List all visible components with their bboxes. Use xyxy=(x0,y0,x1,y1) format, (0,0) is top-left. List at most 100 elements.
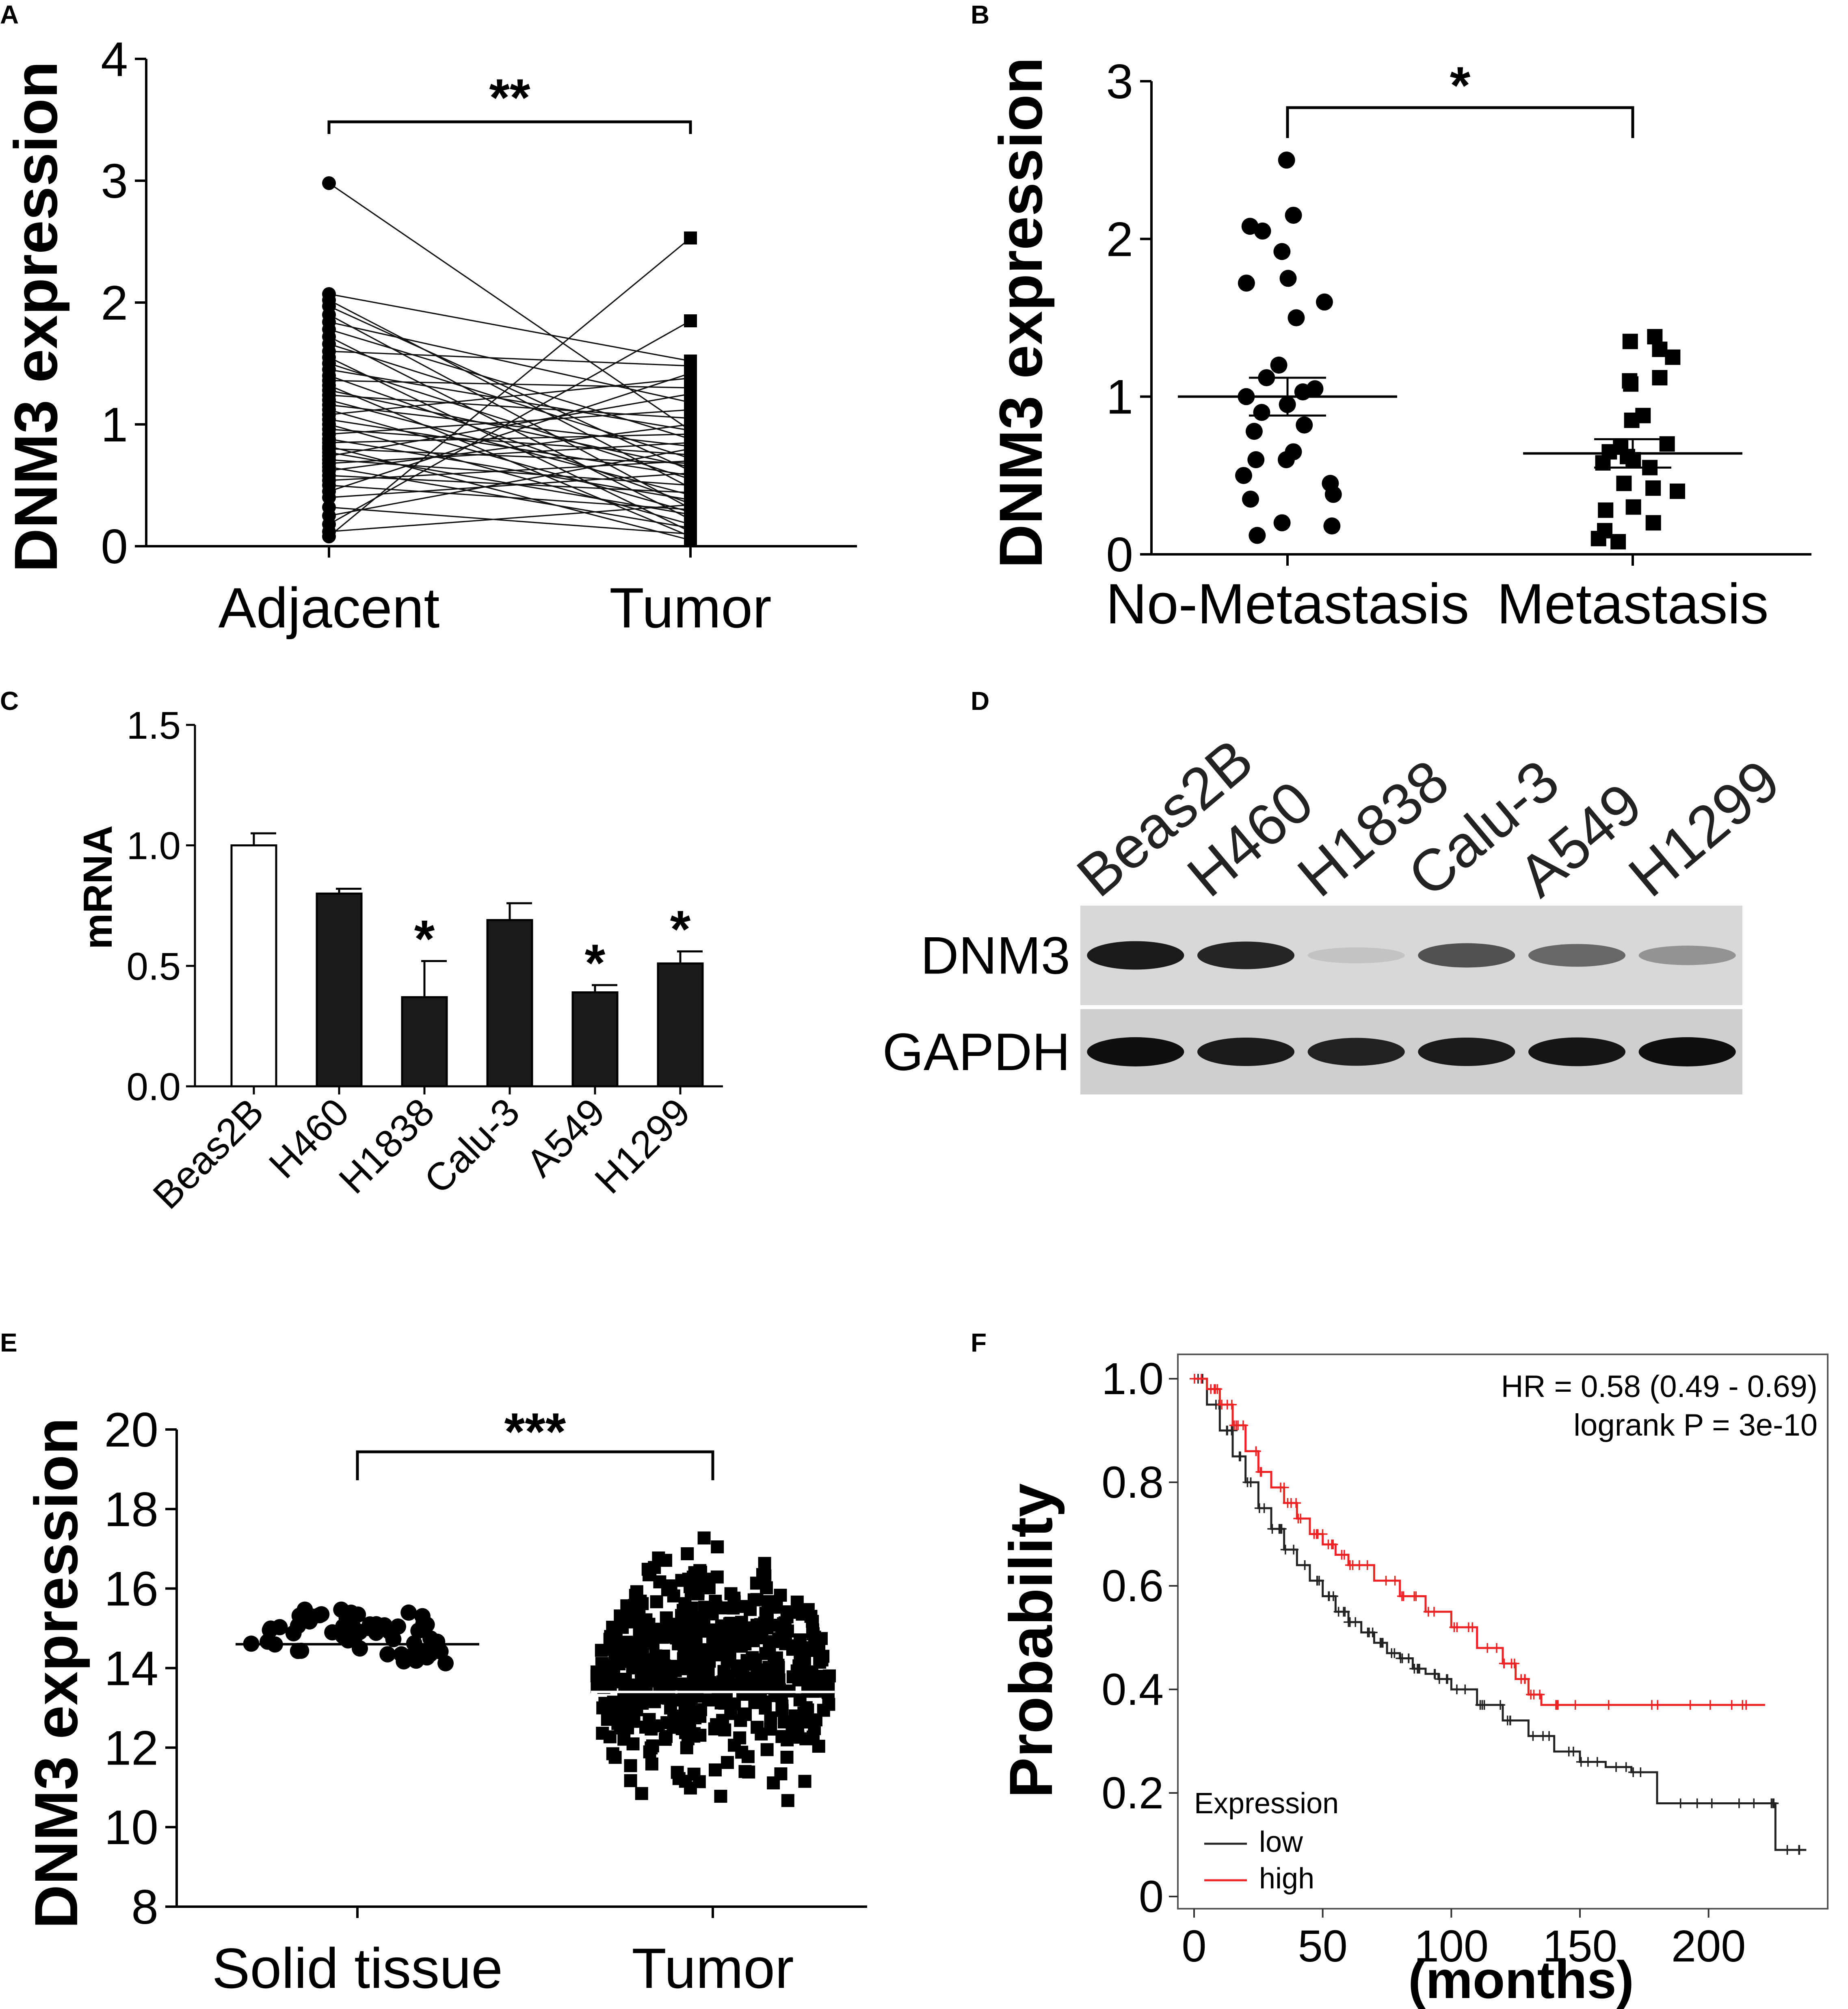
panel-b-point-no-metastasis xyxy=(1249,527,1266,544)
panel-e-point-solid-tissue xyxy=(313,1606,330,1622)
panel-f-censor-low xyxy=(1692,1798,1702,1808)
panel-b-point-metastasis xyxy=(1616,476,1632,491)
panel-f-censor-low xyxy=(1368,1627,1378,1637)
panel-e-point-tumor xyxy=(812,1739,825,1753)
panel-d-label: D xyxy=(971,686,989,716)
panel-e-category-label: Tumor xyxy=(632,1936,794,2000)
panel-d-band-dnm3 xyxy=(1418,943,1515,968)
panel-e-point-tumor xyxy=(736,1678,750,1692)
panel-a-pair-line xyxy=(329,445,691,541)
panel-f-censor-high xyxy=(1222,1399,1232,1410)
panel-e-point-tumor xyxy=(822,1698,835,1711)
panel-c-ytick-label: 1.0 xyxy=(127,824,181,868)
panel-f-xtick-label: 150 xyxy=(1543,1921,1617,1971)
panel-e-point-solid-tissue xyxy=(290,1643,306,1659)
panel-f-censor-high xyxy=(1738,1700,1748,1710)
panel-b-point-no-metastasis xyxy=(1296,416,1313,434)
panel-a-pair-line xyxy=(329,377,691,415)
panel-e-point-tumor xyxy=(715,1719,728,1733)
panel-e-point-solid-tissue xyxy=(400,1604,417,1621)
panel-a-tumor-point xyxy=(684,498,697,511)
panel-e-point-tumor xyxy=(687,1767,701,1781)
panel-e-point-tumor xyxy=(590,1665,604,1679)
panel-a-tumor-point xyxy=(684,467,697,480)
panel-a-pair-line xyxy=(329,389,691,468)
panel-f-censor-high xyxy=(1318,1529,1328,1539)
panel-f-censor-high xyxy=(1397,1591,1407,1601)
panel-f-censor-low xyxy=(1324,1591,1334,1601)
panel-d-band-gapdh xyxy=(1197,1038,1295,1066)
panel-e-point-tumor xyxy=(781,1624,794,1638)
panel-b-point-no-metastasis xyxy=(1242,491,1259,508)
panel-e-point-solid-tissue xyxy=(400,1648,417,1665)
panel-e-ytick-label: 18 xyxy=(104,1482,158,1537)
panel-a-pair-line xyxy=(329,320,691,525)
panel-f-censor-low xyxy=(1409,1664,1420,1674)
panel-b-point-metastasis xyxy=(1670,483,1686,499)
panel-d: D Beas2B H460 H1838 Calu-3 A549 H1299 DNM3 GAPD… xyxy=(883,686,1848,1295)
panel-f-ytick-label: 0.4 xyxy=(1101,1665,1164,1715)
panel-f-ytick-label: 0.2 xyxy=(1101,1768,1164,1818)
panel-a-tumor-point xyxy=(684,231,697,244)
panel-e-ytick-label: 16 xyxy=(104,1562,158,1616)
panel-a-ytick-label: 2 xyxy=(101,276,128,330)
panel-b-category-label: Metastasis xyxy=(1497,572,1768,636)
panel-e-point-tumor xyxy=(646,1739,659,1753)
panel-e-point-solid-tissue xyxy=(415,1615,432,1632)
panel-e-point-tumor xyxy=(619,1673,632,1686)
panel-b-point-no-metastasis xyxy=(1278,151,1295,169)
panel-f-censor-low xyxy=(1246,1477,1256,1487)
panel-e-point-solid-tissue xyxy=(262,1622,278,1638)
panel-a-pair-line xyxy=(329,460,691,481)
panel-e-point-tumor xyxy=(779,1637,792,1650)
panel-f-censor-low xyxy=(1234,1451,1244,1462)
panel-a-pair-line xyxy=(329,393,691,457)
panel-e-significance: *** xyxy=(504,1402,566,1461)
panel-f-censor-low xyxy=(1460,1685,1470,1694)
panel-f-label: F xyxy=(971,1328,987,1357)
panel-e-point-tumor xyxy=(773,1683,786,1696)
panel-b: B DNM3 expression 0 1 2 3 No-Metastasis Metas… xyxy=(924,0,1848,638)
panel-e-ytick-label: 20 xyxy=(104,1403,158,1457)
panel-e-point-tumor xyxy=(624,1759,637,1772)
panel-f-censor-high xyxy=(1449,1622,1459,1632)
panel-a-pair-line xyxy=(329,459,691,486)
panel-f-censor-high xyxy=(1570,1700,1580,1710)
panel-e-point-tumor xyxy=(651,1665,664,1678)
panel-f-censor-low xyxy=(1475,1700,1485,1710)
panel-c-category-label: Beas2B xyxy=(145,1090,272,1217)
panel-f-censor-low xyxy=(1442,1674,1452,1684)
panel-f-curve-low xyxy=(1194,1378,1807,1851)
panel-e-point-tumor xyxy=(748,1676,761,1689)
panel-c-chart: C mRNA 0.00.51.01.5Beas2BH460*H1838Calu-… xyxy=(0,686,723,1218)
panel-b-ytick-label: 0 xyxy=(1106,528,1133,582)
panel-f-censor-low xyxy=(1576,1757,1586,1767)
panel-e-point-tumor xyxy=(628,1599,641,1612)
panel-f-ytick-label: 0 xyxy=(1139,1872,1164,1922)
panel-e-point-tumor xyxy=(659,1554,673,1567)
panel-b-point-metastasis xyxy=(1645,480,1661,496)
panel-f-censor-low xyxy=(1749,1798,1759,1808)
panel-c-label: C xyxy=(0,686,19,716)
panel-e-point-tumor xyxy=(783,1606,796,1619)
panel-f-censor-low xyxy=(1782,1845,1792,1855)
panel-b-point-metastasis xyxy=(1652,370,1668,386)
panel-a-pair-line xyxy=(329,433,691,443)
panel-b-ylabel: DNM3 expression xyxy=(987,57,1055,569)
panel-f-censor-low xyxy=(1375,1638,1385,1648)
panel-e-point-tumor xyxy=(626,1737,640,1751)
panel-a-pair-line xyxy=(329,299,691,489)
panel-d-membrane xyxy=(1080,906,1742,1005)
panel-e-point-solid-tissue xyxy=(301,1613,318,1630)
panel-e-point-tumor xyxy=(748,1696,762,1709)
panel-f-censor-high xyxy=(1256,1467,1266,1477)
panel-a-pair-line xyxy=(329,369,691,431)
panel-e-point-tumor xyxy=(699,1572,712,1586)
panel-f-censor-low xyxy=(1768,1798,1779,1808)
panel-f-frame xyxy=(1177,1354,1829,1910)
panel-c-significance: * xyxy=(414,909,435,968)
panel-e-point-tumor xyxy=(691,1587,705,1600)
panel-e-point-tumor xyxy=(687,1730,701,1743)
panel-b-point-no-metastasis xyxy=(1324,486,1342,503)
panel-b-point-metastasis xyxy=(1665,349,1681,365)
